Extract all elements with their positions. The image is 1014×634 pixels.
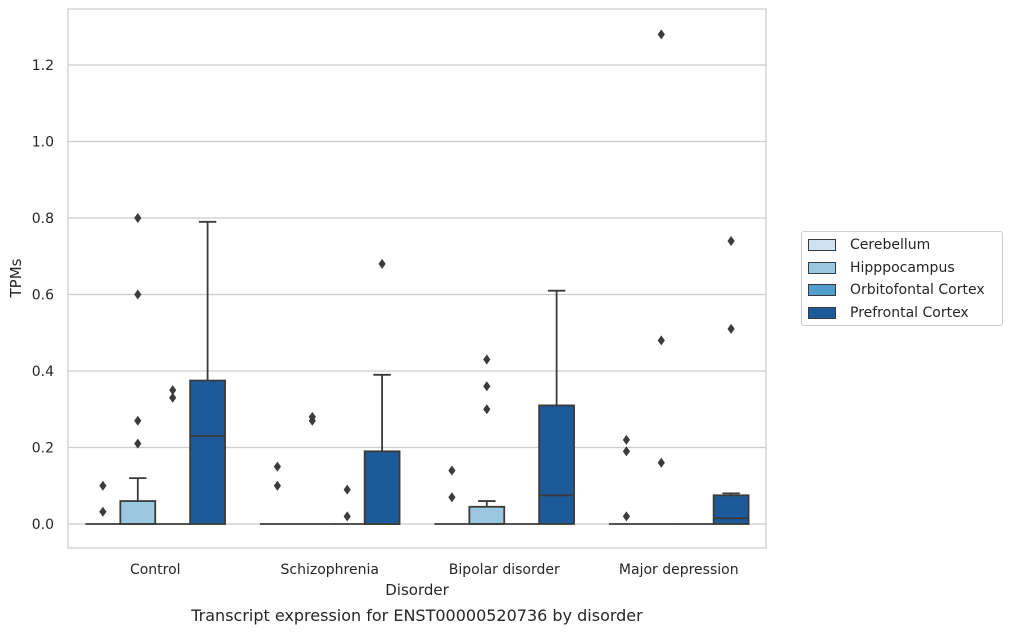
y-tick-label: 1.2 <box>32 58 54 74</box>
outlier-point <box>273 461 281 472</box>
x-tick-label: Control <box>130 562 181 578</box>
box <box>468 505 506 525</box>
box <box>189 379 226 525</box>
legend-swatch-cerebellum <box>808 239 836 251</box>
box <box>363 450 401 525</box>
box-group <box>608 434 644 525</box>
outlier-point <box>134 415 142 426</box>
outlier-point <box>622 434 630 445</box>
legend-swatch-prefrontal-cortex <box>808 307 836 319</box>
legend-label-orbitofrontal-cortex: Orbitofontal Cortex <box>850 282 985 298</box>
x-axis-ticks: Control Schizophrenia Bipolar disorder Majo… <box>130 562 739 578</box>
legend-label-cerebellum: Cerebellum <box>850 237 931 253</box>
y-tick-label: 0.0 <box>32 517 54 533</box>
outlier-point <box>727 235 735 246</box>
box-group <box>85 480 121 525</box>
x-tick-label: Schizophrenia <box>281 562 379 578</box>
outlier-point <box>622 511 630 522</box>
legend-swatch-hippocampus <box>808 262 836 274</box>
boxes <box>85 29 750 525</box>
legend-item-hippocampus: Hipppocampus <box>808 258 955 278</box>
box-group <box>434 465 470 525</box>
chart-caption: Transcript expression for ENST0000052073… <box>191 606 643 625</box>
outlier-point <box>343 484 351 495</box>
legend-item-orbitofrontal-cortex: Orbitofontal Cortex <box>808 280 985 300</box>
outlier-point <box>483 354 491 365</box>
legend-item-cerebellum: Cerebellum <box>808 235 930 255</box>
x-tick-label: Bipolar disorder <box>449 562 560 578</box>
box-group <box>468 354 506 525</box>
box-group <box>329 484 365 525</box>
outlier-point <box>169 392 177 403</box>
outlier-point <box>169 385 177 396</box>
outlier-point <box>657 29 665 40</box>
y-tick-label: 1.0 <box>32 135 54 151</box>
box-group <box>643 29 679 525</box>
outlier-point <box>134 213 142 223</box>
outlier-point <box>483 404 491 415</box>
outlier-point <box>448 492 456 503</box>
box-group <box>189 220 226 525</box>
box-group <box>155 385 191 525</box>
y-axis-ticks: 0.0 0.2 0.4 0.6 0.8 1.0 1.2 <box>32 58 54 533</box>
box-group <box>259 461 295 525</box>
outlier-point <box>99 480 107 491</box>
box-group <box>538 289 575 525</box>
box <box>119 500 157 525</box>
box-group <box>119 213 157 525</box>
box <box>538 404 575 525</box>
outlier-point <box>273 480 281 491</box>
outlier-point <box>622 446 630 457</box>
x-tick-label: Major depression <box>619 562 739 578</box>
outlier-point <box>483 381 491 392</box>
outlier-point <box>343 511 351 522</box>
legend-label-prefrontal-cortex: Prefrontal Cortex <box>850 305 969 321</box>
legend-label-hippocampus: Hipppocampus <box>850 260 955 276</box>
outlier-point <box>134 438 142 449</box>
legend: Cerebellum Hipppocampus Orbitofontal Cor… <box>801 231 1003 326</box>
box-group <box>712 235 750 525</box>
outlier-point <box>727 323 735 334</box>
outlier-point <box>308 411 316 422</box>
box-group <box>363 258 401 525</box>
outlier-point <box>657 335 665 346</box>
outlier-point <box>378 258 386 269</box>
outlier-point <box>134 289 142 300</box>
outlier-point <box>99 506 107 517</box>
outlier-point <box>448 465 456 476</box>
gridlines <box>68 64 766 525</box>
y-tick-label: 0.8 <box>32 211 54 227</box>
legend-swatch-orbitofrontal-cortex <box>808 284 836 296</box>
box-group <box>294 411 330 525</box>
x-axis-label: Disorder <box>385 581 449 599</box>
box <box>712 494 750 525</box>
legend-item-prefrontal-cortex: Prefrontal Cortex <box>808 303 969 323</box>
y-tick-label: 0.2 <box>32 441 54 457</box>
y-axis-label: TPMs <box>7 258 25 298</box>
outlier-point <box>657 457 665 468</box>
y-tick-label: 0.6 <box>32 288 54 304</box>
y-tick-label: 0.4 <box>32 364 54 380</box>
plot-frame <box>67 8 767 549</box>
